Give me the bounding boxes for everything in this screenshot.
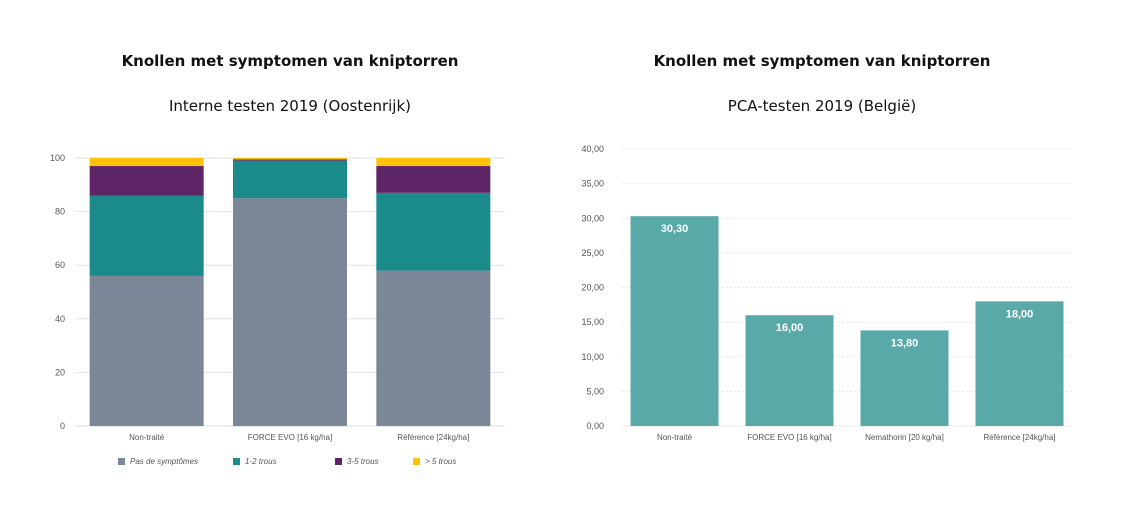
bar-segment-1 [233, 198, 347, 426]
bar-segment-4 [89, 158, 204, 167]
bar [745, 315, 834, 426]
y-tick-label: 100 [50, 153, 65, 163]
right-chart-subtitle: PCA-testen 2019 (België) [727, 97, 917, 115]
legend-label: 3-5 trous [347, 457, 379, 466]
x-category-label: Nemathorin [20 kg/ha] [865, 433, 944, 442]
bar [630, 216, 719, 426]
x-category-label: FORCE EVO [16 kg/ha] [747, 433, 831, 442]
x-category-label: Non-traité [657, 433, 693, 442]
bar-segment-4 [376, 158, 491, 167]
legend-label: > 5 trous [425, 457, 456, 466]
legend-swatch [118, 458, 125, 465]
legend-label: Pas de symptômes [130, 457, 198, 466]
bar-segment-4 [233, 158, 347, 160]
y-tick-label: 10,00 [581, 352, 604, 362]
x-category-label: Référence [24kg/ha] [983, 433, 1055, 442]
bar-segment-2 [233, 160, 347, 199]
y-tick-label: 35,00 [581, 179, 604, 189]
x-category-label: Référence [24kg/ha] [397, 433, 469, 442]
right-chart-title: Knollen met symptomen van kniptorren [653, 52, 991, 70]
x-category-label: FORCE EVO [16 kg/ha] [248, 433, 332, 442]
bar [860, 330, 949, 426]
data-label: 16,00 [776, 322, 804, 334]
bar [975, 301, 1064, 426]
bar-segment-3 [89, 166, 204, 196]
y-tick-label: 80 [55, 207, 65, 217]
data-label: 13,80 [891, 337, 919, 349]
y-tick-label: 25,00 [581, 248, 604, 258]
y-tick-label: 40,00 [581, 144, 604, 154]
legend-swatch [335, 458, 342, 465]
bar-segment-2 [89, 195, 204, 276]
y-tick-label: 15,00 [581, 317, 604, 327]
bar-segment-3 [376, 166, 491, 193]
y-tick-label: 0,00 [586, 421, 604, 431]
y-tick-label: 5,00 [586, 386, 604, 396]
y-tick-label: 20,00 [581, 283, 604, 293]
bar-segment-1 [376, 270, 491, 426]
legend-swatch [233, 458, 240, 465]
data-label: 30,30 [661, 223, 689, 235]
bar-segment-1 [89, 275, 204, 426]
y-tick-label: 0 [60, 421, 65, 431]
data-label: 18,00 [1006, 308, 1034, 320]
x-category-label: Non-traité [129, 433, 165, 442]
legend-label: 1-2 trous [245, 457, 277, 466]
bar-segment-3 [233, 159, 347, 161]
left-chart-title: Knollen met symptomen van kniptorren [121, 52, 459, 70]
legend-swatch [413, 458, 420, 465]
y-tick-label: 60 [55, 260, 65, 270]
y-tick-label: 30,00 [581, 213, 604, 223]
bar-segment-2 [376, 192, 491, 271]
y-tick-label: 40 [55, 314, 65, 324]
y-tick-label: 20 [55, 367, 65, 377]
left-chart-subtitle: Interne testen 2019 (Oostenrijk) [168, 97, 411, 115]
